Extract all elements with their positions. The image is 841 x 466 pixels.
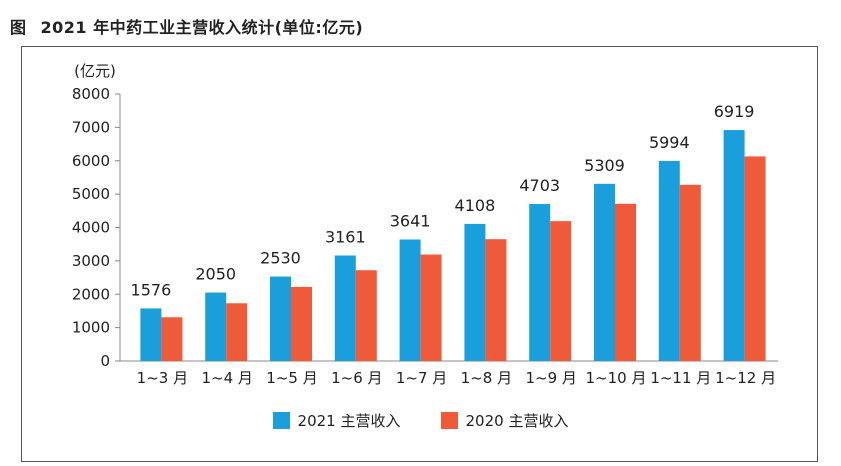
figure-title: 图 2021 年中药工业主营收入统计(单位:亿元) (10, 14, 363, 38)
legend-label-2020: 2020 主营收入 (465, 412, 569, 430)
x-tick-label: 1~12 月 (715, 369, 776, 387)
bar-2021-7 (529, 204, 551, 361)
bar-2021-9 (658, 160, 680, 361)
chart-legend: 2021 主营收入 2020 主营收入 (0, 410, 841, 431)
bar-2020-5 (420, 254, 442, 361)
bar-2021-4 (334, 255, 356, 361)
data-label-9: 5994 (649, 133, 690, 152)
chart-frame (21, 46, 818, 462)
chart-bars (140, 130, 766, 361)
y-tick-label: 5000 (72, 185, 110, 203)
legend-swatch-2021 (272, 412, 290, 429)
y-tick-label: 4000 (72, 219, 110, 237)
y-tick-label: 1000 (72, 319, 110, 337)
data-label-7: 4703 (519, 176, 560, 195)
figure-title-text: 2021 年中药工业主营收入统计(单位:亿元) (40, 18, 364, 37)
legend-label-2021: 2021 主营收入 (297, 412, 401, 430)
x-tick-label: 1~3 月 (137, 369, 188, 387)
y-axis-unit: (亿元) (74, 62, 116, 80)
y-tick-label: 2000 (72, 285, 110, 303)
x-tick-label: 1~9 月 (525, 369, 576, 387)
bar-2021-10 (723, 130, 745, 361)
bar-2020-9 (679, 184, 701, 361)
legend-item-2021: 2021 主营收入 (272, 410, 401, 431)
data-label-2: 2050 (195, 265, 236, 284)
bar-2020-2 (226, 303, 248, 361)
y-tick-label: 8000 (72, 85, 110, 103)
x-tick-label: 1~4 月 (201, 369, 252, 387)
chart-axes: (亿元) 0 1000 2000 3000 4000 5000 6000 7000 8000 (72, 62, 778, 370)
bar-2021-2 (205, 292, 227, 361)
data-label-3: 2530 (260, 249, 301, 268)
bar-2021-1 (140, 308, 162, 361)
bar-2020-10 (744, 156, 766, 361)
data-label-1: 1576 (131, 280, 172, 299)
data-label-6: 4108 (455, 196, 496, 215)
x-tick-label: 1~8 月 (461, 369, 512, 387)
chart-labels: 1576 1~3 月 2050 1~4 月 2530 1~5 月 3161 1~6 月 3641… (131, 102, 777, 387)
data-label-4: 3161 (325, 228, 366, 247)
y-tick-label: 3000 (72, 252, 110, 270)
bar-2021-5 (399, 239, 421, 361)
legend-swatch-2020 (440, 412, 458, 429)
bar-2020-4 (355, 270, 377, 361)
y-tick-label: 7000 (72, 118, 110, 136)
x-tick-label: 1~7 月 (396, 369, 447, 387)
x-tick-label: 1~5 月 (266, 369, 317, 387)
bar-2020-6 (485, 239, 507, 361)
data-label-10: 6919 (714, 102, 755, 121)
data-label-8: 5309 (584, 156, 625, 175)
x-tick-label: 1~11 月 (650, 369, 711, 387)
bar-2021-3 (270, 276, 291, 361)
bar-2021-6 (464, 223, 486, 361)
y-tick-label: 6000 (72, 152, 110, 170)
bar-2020-3 (291, 286, 312, 361)
bar-2020-8 (615, 203, 636, 361)
data-label-5: 3641 (390, 211, 431, 230)
legend-item-2020: 2020 主营收入 (440, 410, 569, 431)
bar-2020-7 (550, 221, 572, 361)
bar-2020-1 (161, 317, 183, 361)
x-tick-label: 1~10 月 (586, 369, 647, 387)
figure-label: 图 (10, 18, 27, 37)
x-tick-label: 1~6 月 (331, 369, 382, 387)
y-tick-label: 0 (100, 352, 110, 370)
bar-2021-8 (594, 183, 615, 361)
